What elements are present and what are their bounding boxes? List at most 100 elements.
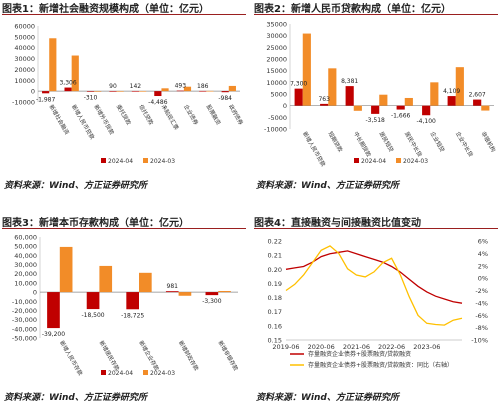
chart-panel-2: 图表2：新增人民币贷款构成（单位：亿元） 35000 30000 25000 2000… bbox=[254, 0, 498, 196]
x-tick-label: 中长期贷款 bbox=[352, 130, 373, 159]
y-tick-label: -5000 bbox=[268, 114, 287, 122]
source-note-2: 资料来源：Wind、方正证券研究所 bbox=[256, 181, 399, 191]
x-tick-label: 新增非银存款 bbox=[216, 339, 240, 372]
x-tick-label: 新增人民币存款 bbox=[58, 339, 85, 377]
chart-title-2: 图表2：新增人民币贷款构成（单位：亿元） bbox=[254, 4, 451, 15]
y2-tick-label: -4% bbox=[475, 299, 488, 307]
y-tick-label: 30,000 bbox=[14, 261, 37, 269]
y-tick-label: 10000 bbox=[14, 77, 35, 85]
data-label: -18,725 bbox=[121, 312, 144, 319]
y-tick-label: -10000 bbox=[12, 99, 35, 107]
bar-2024-03 bbox=[94, 91, 102, 92]
bar-2024-03 bbox=[379, 94, 388, 106]
legend-swatch bbox=[101, 370, 106, 375]
legend-label: 2024-03 bbox=[150, 370, 175, 377]
data-label: -3,300 bbox=[202, 298, 222, 305]
bar-2024-03 bbox=[183, 86, 192, 92]
bar-2024-03 bbox=[116, 91, 124, 92]
bar-2024-03 bbox=[228, 85, 236, 92]
x-tick-label: 2020-06 bbox=[308, 343, 335, 351]
bar-2024-03 bbox=[139, 91, 147, 92]
source-note-1: 资料来源：Wind、方正证券研究所 bbox=[4, 181, 147, 191]
y-tick-label: 0.18 bbox=[268, 294, 282, 302]
bar-2024-03 bbox=[161, 88, 169, 92]
y2-tick-label: 2% bbox=[478, 262, 488, 270]
data-label: -1,987 bbox=[36, 96, 56, 103]
title-rule bbox=[254, 228, 498, 229]
y-tick-label: -50,000 bbox=[12, 335, 37, 343]
bar-2024-03 bbox=[404, 97, 413, 106]
y2-tick-label: -2% bbox=[475, 287, 488, 295]
bar-2024-04 bbox=[473, 99, 482, 106]
bar-2024-04 bbox=[396, 105, 405, 110]
bar-2024-04 bbox=[205, 292, 219, 296]
bar-2024-04 bbox=[86, 292, 100, 310]
data-label: 763 bbox=[318, 96, 330, 103]
legend-label: 2024-04 bbox=[108, 370, 133, 377]
x-tick-label: 新增人民币贷款 bbox=[301, 130, 328, 168]
data-label: -310 bbox=[84, 94, 98, 101]
bar-2024-04 bbox=[447, 96, 456, 106]
x-tick-label: 新增居民存款 bbox=[98, 339, 122, 372]
bar-2024-04 bbox=[345, 86, 354, 106]
title-rule bbox=[254, 14, 498, 15]
y-tick-label: 10000 bbox=[266, 79, 287, 87]
legend-label: 2024-03 bbox=[403, 158, 428, 165]
title-rule bbox=[2, 14, 246, 15]
y2-tick-label: 0% bbox=[478, 275, 488, 283]
x-tick-label: 新增财政存款 bbox=[177, 339, 201, 372]
y-tick-label: -20,000 bbox=[12, 307, 37, 315]
bar-2024-04 bbox=[86, 91, 95, 92]
y-tick-label: 5000 bbox=[270, 91, 287, 99]
data-label: -18,500 bbox=[81, 312, 104, 319]
y-tick-label: 0.15 bbox=[268, 337, 282, 345]
y-tick-label: 0 bbox=[31, 88, 35, 96]
x-tick-label: 股票融资 bbox=[205, 103, 223, 127]
y-tick-label: 40,000 bbox=[14, 252, 37, 260]
chart-4-svg: 0.22 0.21 0.20 0.19 0.18 0.17 0.16 0.15 6% 4% 2% 0%… bbox=[268, 238, 488, 370]
source-note-3: 资料来源：Wind、方正证券研究所 bbox=[4, 393, 147, 403]
bar-2024-04 bbox=[199, 90, 207, 92]
y-tick-label: -30,000 bbox=[12, 316, 37, 324]
bar-2024-03 bbox=[99, 265, 113, 293]
x-tick-label: 居民中长贷 bbox=[403, 130, 424, 159]
y2-tick-label: -10% bbox=[471, 337, 488, 345]
bar-2024-04 bbox=[47, 292, 60, 329]
y-tick-label: 0.21 bbox=[268, 252, 282, 260]
y-tick-label: 20000 bbox=[14, 66, 35, 74]
chart-panel-3: 图表3：新增本币存款构成（单位：亿元） 60,000 50,000 40,000 30… bbox=[2, 214, 246, 410]
x-tick-label: 企业债券 bbox=[182, 103, 200, 127]
y-tick-label: 20,000 bbox=[14, 270, 37, 278]
y2-tick-label: -8% bbox=[475, 324, 488, 332]
y-tick-label: 25000 bbox=[266, 44, 287, 52]
bar-2024-04 bbox=[109, 91, 117, 92]
data-label: 4,109 bbox=[443, 88, 460, 95]
y-tick-label: 0 bbox=[283, 102, 287, 110]
chart-title-3: 图表3：新增本币存款构成（单位：亿元） bbox=[2, 218, 189, 229]
data-label: -4,486 bbox=[148, 99, 168, 106]
x-tick-label: 企业短贷 bbox=[429, 130, 447, 154]
x-tick-label: 政府债券 bbox=[227, 103, 245, 127]
y-tick-label: 0.22 bbox=[268, 238, 282, 246]
data-label: 2,607 bbox=[469, 92, 486, 99]
chart-panel-4: 图表4：直接融资与间接融资比值变动 0.22 0.21 0.20 0.19 0.18 0.… bbox=[254, 214, 498, 410]
bar-2024-04 bbox=[64, 87, 72, 92]
legend-swatch bbox=[101, 158, 106, 163]
chart-2-svg: 35000 30000 25000 20000 15000 10000 5000 0 -5000… bbox=[264, 21, 498, 169]
bar-2024-04 bbox=[221, 91, 229, 93]
bar-2024-04 bbox=[165, 291, 179, 293]
legend-label: 2024-03 bbox=[150, 158, 175, 165]
chart-panel-1: 图表1：新增社会融资规模构成（单位：亿元） 60000 50000 40000 300… bbox=[2, 0, 246, 196]
bar-2024-03 bbox=[353, 105, 362, 111]
x-tick-label: 未贴现汇票 bbox=[160, 103, 181, 132]
bar-2024-04 bbox=[42, 91, 50, 94]
y-tick-label: -10,000 bbox=[12, 298, 37, 306]
bar-2024-03 bbox=[59, 246, 73, 293]
legend-label: 存量融资企业债券+股票融资/贷款融资 bbox=[308, 350, 411, 358]
x-tick-label: 新增人民币贷款 bbox=[70, 103, 97, 141]
bar-2024-03 bbox=[328, 68, 337, 106]
data-label: -4,100 bbox=[416, 118, 436, 125]
x-tick-label: 新增企业存款 bbox=[137, 339, 161, 372]
y-tick-label: -10000 bbox=[264, 126, 287, 134]
